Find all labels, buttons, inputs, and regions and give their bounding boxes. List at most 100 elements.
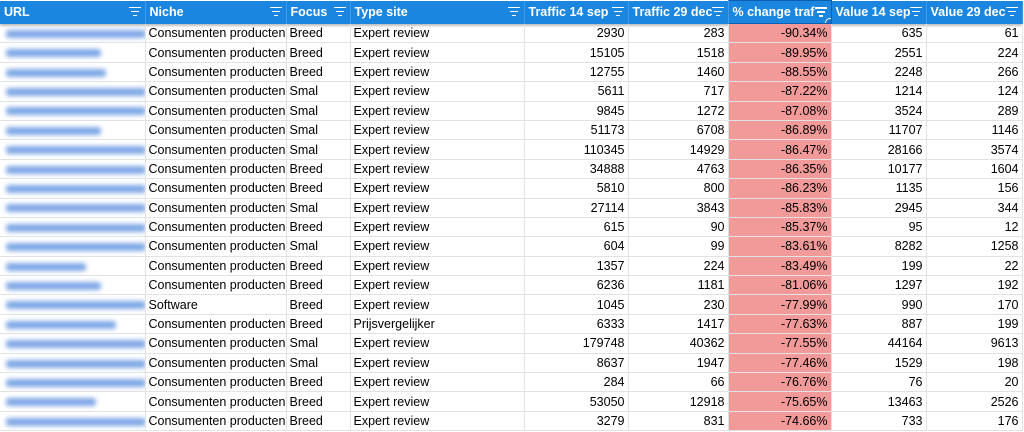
cell-url[interactable] [0,391,146,412]
cell-focus[interactable]: Breed [286,256,351,277]
cell-niche[interactable]: Consumenten producten [145,314,287,335]
column-header-value-29-dec[interactable]: Value 29 dec [926,0,1023,24]
cell-traffic-29-dec[interactable]: 230 [628,294,729,315]
cell-type-site[interactable]: Expert review [350,256,525,277]
cell-niche[interactable]: Consumenten producten [145,101,287,121]
cell-pct-change[interactable]: -77.55% [728,333,832,354]
cell-value-14-sep[interactable]: 3524 [831,101,927,121]
cell-traffic-29-dec[interactable]: 800 [628,178,729,199]
cell-value-29-dec[interactable]: 198 [926,353,1023,374]
cell-pct-change[interactable]: -77.99% [728,294,832,315]
cell-type-site[interactable]: Expert review [350,372,525,393]
cell-traffic-29-dec[interactable]: 1417 [628,314,729,335]
cell-value-14-sep[interactable]: 1529 [831,353,927,374]
cell-value-14-sep[interactable]: 2248 [831,62,927,83]
cell-value-14-sep[interactable]: 1135 [831,178,927,199]
cell-url[interactable] [0,372,146,393]
cell-focus[interactable]: Breed [286,294,351,315]
filter-icon[interactable] [507,6,520,17]
cell-traffic-14-sep[interactable]: 5810 [524,178,629,199]
cell-traffic-14-sep[interactable]: 615 [524,217,629,238]
cell-traffic-14-sep[interactable]: 6333 [524,314,629,335]
cell-traffic-29-dec[interactable]: 66 [628,372,729,393]
cell-type-site[interactable]: Expert review [350,159,525,180]
cell-value-29-dec[interactable]: 224 [926,42,1023,63]
cell-traffic-29-dec[interactable]: 4763 [628,159,729,180]
cell-value-14-sep[interactable]: 76 [831,372,927,393]
cell-traffic-29-dec[interactable]: 1518 [628,42,729,63]
cell-pct-change[interactable]: -81.06% [728,275,832,296]
cell-value-29-dec[interactable]: 124 [926,81,1023,102]
cell-value-29-dec[interactable]: 20 [926,372,1023,393]
filter-icon[interactable] [128,6,141,17]
cell-focus[interactable]: Smal [286,198,351,218]
column-header-value-14-sep[interactable]: Value 14 sep [831,0,927,24]
cell-focus[interactable]: Breed [286,411,351,432]
cell-traffic-14-sep[interactable]: 1045 [524,294,629,315]
cell-pct-change[interactable]: -89.95% [728,42,832,63]
cell-url[interactable] [0,314,146,335]
cell-niche[interactable]: Consumenten producten [145,353,287,374]
cell-value-29-dec[interactable]: 266 [926,62,1023,83]
cell-url[interactable] [0,62,146,83]
cell-traffic-29-dec[interactable]: 1272 [628,101,729,121]
cell-traffic-29-dec[interactable]: 99 [628,236,729,257]
cell-traffic-14-sep[interactable]: 15105 [524,42,629,63]
cell-niche[interactable]: Consumenten producten [145,372,287,393]
cell-traffic-14-sep[interactable]: 179748 [524,333,629,354]
cell-niche[interactable]: Consumenten producten [145,139,287,160]
column-header-traffic-14-sep[interactable]: Traffic 14 sep [524,0,629,24]
filter-icon[interactable] [909,6,922,17]
cell-traffic-14-sep[interactable]: 34888 [524,159,629,180]
cell-url[interactable] [0,411,146,432]
cell-value-14-sep[interactable]: 95 [831,217,927,238]
cell-url[interactable] [0,23,146,44]
cell-value-14-sep[interactable]: 11707 [831,120,927,141]
cell-pct-change[interactable]: -74.66% [728,411,832,432]
cell-focus[interactable]: Smal [286,139,351,160]
cell-traffic-14-sep[interactable]: 27114 [524,198,629,218]
cell-focus[interactable]: Smal [286,81,351,102]
cell-niche[interactable]: Consumenten producten [145,217,287,238]
cell-niche[interactable]: Consumenten producten [145,23,287,44]
cell-traffic-29-dec[interactable]: 14929 [628,139,729,160]
cell-focus[interactable]: Smal [286,353,351,374]
cell-traffic-29-dec[interactable]: 831 [628,411,729,432]
cell-focus[interactable]: Breed [286,178,351,199]
cell-traffic-14-sep[interactable]: 3279 [524,411,629,432]
cell-url[interactable] [0,333,146,354]
cell-value-29-dec[interactable]: 344 [926,198,1023,218]
cell-value-14-sep[interactable]: 733 [831,411,927,432]
filter-icon[interactable] [814,7,827,17]
cell-niche[interactable]: Consumenten producten [145,159,287,180]
cell-value-29-dec[interactable]: 289 [926,101,1023,121]
cell-traffic-29-dec[interactable]: 90 [628,217,729,238]
cell-pct-change[interactable]: -90.34% [728,23,832,44]
cell-url[interactable] [0,198,146,218]
cell-type-site[interactable]: Expert review [350,23,525,44]
cell-traffic-14-sep[interactable]: 5611 [524,81,629,102]
cell-focus[interactable]: Breed [286,217,351,238]
cell-niche[interactable]: Consumenten producten [145,411,287,432]
cell-traffic-14-sep[interactable]: 284 [524,372,629,393]
cell-type-site[interactable]: Expert review [350,353,525,374]
cell-url[interactable] [0,139,146,160]
cell-traffic-29-dec[interactable]: 12918 [628,391,729,412]
cell-niche[interactable]: Consumenten producten [145,275,287,296]
cell-type-site[interactable]: Expert review [350,236,525,257]
cell-pct-change[interactable]: -83.61% [728,236,832,257]
cell-url[interactable] [0,353,146,374]
cell-pct-change[interactable]: -88.55% [728,62,832,83]
filter-icon[interactable] [333,6,346,17]
cell-value-14-sep[interactable]: 635 [831,23,927,44]
cell-value-29-dec[interactable]: 2526 [926,391,1023,412]
cell-pct-change[interactable]: -85.83% [728,198,832,218]
cell-focus[interactable]: Breed [286,314,351,335]
cell-type-site[interactable]: Expert review [350,139,525,160]
cell-value-29-dec[interactable]: 176 [926,411,1023,432]
cell-pct-change[interactable]: -86.89% [728,120,832,141]
cell-url[interactable] [0,256,146,277]
cell-traffic-29-dec[interactable]: 717 [628,81,729,102]
cell-value-29-dec[interactable]: 9613 [926,333,1023,354]
cell-value-14-sep[interactable]: 44164 [831,333,927,354]
